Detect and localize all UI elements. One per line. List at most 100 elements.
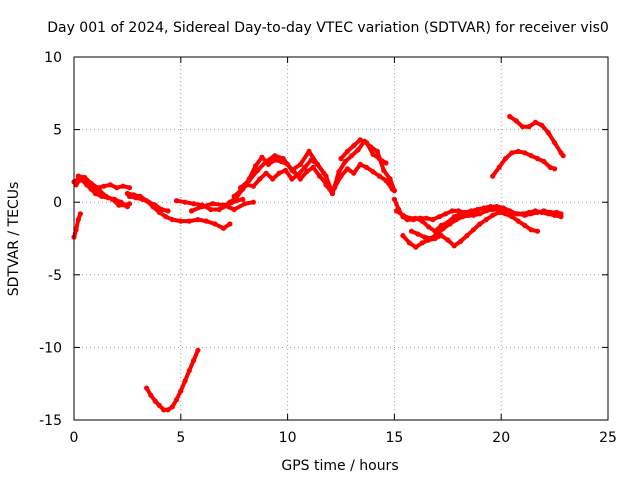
data-point [464,233,470,239]
data-point [238,185,244,191]
data-point [317,173,323,179]
data-point [470,227,476,233]
series-line [332,162,395,192]
data-point [323,182,329,188]
x-tick-label: 5 [176,430,185,446]
data-point [522,212,528,218]
data-point [460,214,466,220]
data-point [528,227,534,233]
data-point [515,218,521,224]
data-point [302,164,308,170]
data-point [253,163,259,169]
data-point [101,183,107,189]
data-point [400,212,406,218]
series-line [72,211,83,239]
data-series [71,113,566,413]
data-point [419,218,425,224]
data-point [528,211,534,217]
data-point [466,212,472,218]
data-point [440,225,447,231]
data-point [169,217,175,223]
data-point [103,193,109,199]
data-point [212,221,218,227]
data-point [415,231,421,237]
series-arc-1 [71,211,83,240]
series-arc-4 [75,173,133,191]
data-point [231,193,237,199]
x-tick-label: 25 [599,430,617,446]
data-point [133,195,139,201]
data-point [188,208,195,214]
data-point [434,231,440,237]
data-point [199,204,205,210]
data-point [338,173,344,179]
y-tick-label: 5 [53,123,62,139]
data-point [338,156,344,162]
data-point [310,164,316,170]
chart-title: Day 001 of 2024, Sidereal Day-to-day VTE… [47,20,609,36]
data-point [220,204,227,210]
data-point [421,234,427,240]
data-point [191,357,197,364]
data-point [82,174,88,181]
data-point [191,201,197,207]
data-point [547,164,553,170]
data-point [408,228,415,234]
y-tick-label: -15 [39,413,62,429]
data-point [152,202,158,208]
data-point [161,407,167,413]
data-point [526,124,532,130]
data-point [453,217,459,223]
data-point [370,169,376,175]
data-point [344,148,350,154]
series-arc-18 [400,209,541,250]
data-point [406,240,412,246]
data-point [376,156,382,162]
data-point [250,199,256,205]
data-point [413,215,419,221]
data-point [502,156,509,162]
data-point [419,240,425,246]
data-point [178,388,184,394]
data-point [477,211,483,217]
data-point [195,217,201,223]
data-point [443,211,449,217]
series-arc-11 [231,157,327,199]
data-point [502,211,509,217]
data-point [139,196,145,202]
data-point [554,209,560,215]
data-point [389,186,395,192]
data-point [475,206,481,213]
data-point [532,119,539,125]
data-point [289,167,295,173]
data-point [357,161,363,167]
y-tick-label: -10 [39,340,62,356]
data-point [186,368,192,374]
data-point [159,206,165,213]
data-point [528,153,534,159]
series-arc-15 [338,137,389,166]
data-point [152,398,158,404]
data-point [344,166,350,172]
data-point [522,222,528,228]
y-tick-label: 10 [44,50,62,66]
data-point [242,201,248,207]
data-point [259,154,265,160]
x-axis-label: GPS time / hours [281,458,398,474]
data-point [297,176,303,182]
data-point [126,185,133,191]
data-point [94,185,101,191]
data-point [186,218,192,224]
data-point [114,185,120,191]
data-point [534,156,541,162]
data-point [547,209,553,215]
data-point [250,183,256,189]
data-point [483,217,489,223]
data-point [413,244,419,250]
data-point [507,113,513,120]
data-point [426,224,432,230]
series-line [507,114,566,158]
data-point [490,173,496,179]
data-point [393,208,400,214]
x-tick-label: 20 [492,430,510,446]
